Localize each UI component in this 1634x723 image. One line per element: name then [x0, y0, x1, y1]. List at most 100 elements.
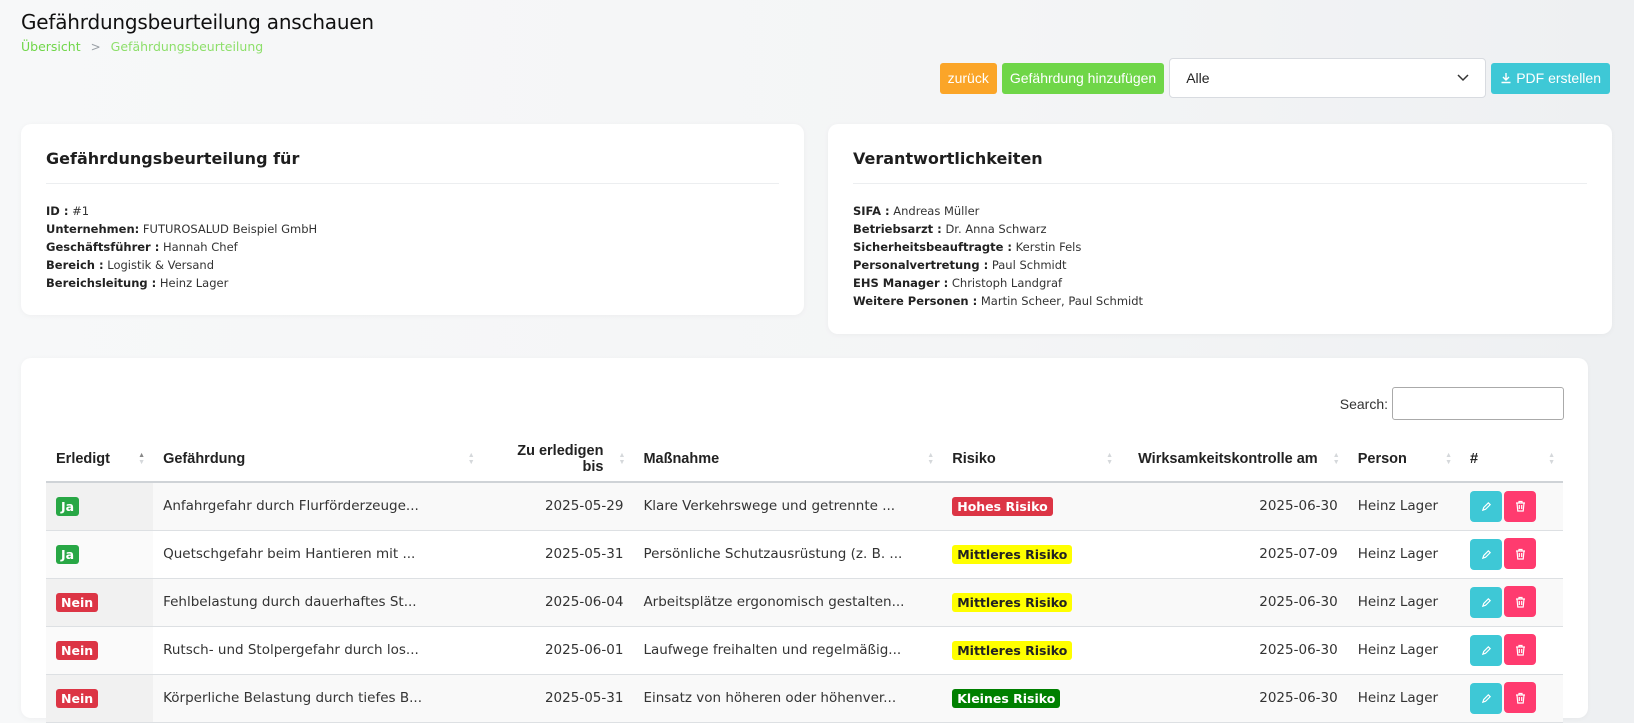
measure-cell: Klare Verkehrswege und getrennte ... — [633, 482, 943, 531]
toolbar: zurück Gefährdung hinzufügen Alle PDF er… — [939, 58, 1610, 98]
hazard-cell: Fehlbelastung durch dauerhaftes St... — [153, 578, 483, 627]
pencil-icon — [1481, 501, 1491, 512]
done-badge: Ja — [56, 544, 80, 564]
column-header-due[interactable]: Zu erledigen bis ▲ ▼ — [482, 436, 634, 483]
trash-icon — [1515, 644, 1525, 656]
hazard-cell: Rutsch- und Stolpergefahr durch los... — [153, 626, 483, 675]
info-row-id: ID : #1 — [46, 204, 90, 218]
trash-icon — [1515, 596, 1525, 608]
table-row: Ja Anfahrgefahr durch Flurförderzeuge...… — [46, 482, 1563, 531]
info-row-sifa: SIFA : Andreas Müller — [853, 204, 980, 218]
column-header-effectiveness-check[interactable]: Wirksamkeitskontrolle am ▲ ▼ — [1121, 436, 1348, 483]
column-header-done[interactable]: Erledigt ▲ ▼ — [46, 436, 154, 483]
filter-select[interactable]: Alle — [1169, 58, 1487, 98]
divider — [46, 183, 779, 184]
sort-icon: ▲ ▼ — [1106, 451, 1114, 466]
risk-badge: Hohes Risiko — [952, 496, 1053, 516]
info-row-area: Bereich : Logistik & Versand — [46, 258, 215, 272]
risk-badge: Mittleres Risiko — [952, 592, 1073, 612]
info-row-company-doctor: Betriebsarzt : Dr. Anna Schwarz — [853, 222, 1047, 236]
table-row: Nein Körperliche Belastung durch tiefes … — [46, 674, 1563, 723]
info-row-ehs-manager: EHS Manager : Christoph Landgraf — [853, 276, 1063, 290]
table-row: Nein Rutsch- und Stolpergefahr durch los… — [46, 626, 1563, 675]
due-cell: 2025-05-29 — [482, 482, 634, 531]
edit-button[interactable] — [1470, 634, 1502, 666]
back-button[interactable]: zurück — [939, 62, 997, 94]
measure-cell: Persönliche Schutzausrüstung (z. B. ... — [633, 530, 943, 579]
risk-badge: Kleines Risiko — [952, 688, 1061, 708]
check-cell: 2025-06-30 — [1121, 578, 1348, 627]
info-row-area-lead: Bereichsleitung : Heinz Lager — [46, 276, 229, 290]
due-cell: 2025-06-04 — [482, 578, 634, 627]
pencil-icon — [1481, 597, 1491, 607]
column-header-measure[interactable]: Maßnahme ▲ ▼ — [633, 436, 943, 483]
hazards-table: Erledigt ▲ ▼ Gefährdung ▲ ▼ Zu erledigen bis… — [46, 436, 1563, 723]
column-header-person[interactable]: Person ▲ ▼ — [1347, 436, 1460, 483]
responsibilities-info-list: SIFA : Andreas Müller Betriebsarzt : Dr.… — [853, 202, 1143, 310]
measure-cell: Laufwege freihalten und regelmäßig... — [633, 626, 943, 675]
column-header-risk[interactable]: Risiko ▲ ▼ — [942, 436, 1122, 483]
edit-button[interactable] — [1470, 491, 1502, 522]
check-cell: 2025-06-30 — [1121, 674, 1348, 723]
trash-icon — [1515, 548, 1525, 560]
create-pdf-button[interactable]: PDF erstellen — [1491, 62, 1610, 94]
done-badge: Nein — [56, 640, 99, 660]
check-cell: 2025-06-30 — [1121, 626, 1348, 675]
responsibilities-card: Verantwortlichkeiten SIFA : Andreas Müll… — [828, 124, 1612, 334]
done-badge: Nein — [56, 592, 99, 612]
pencil-icon — [1481, 645, 1491, 655]
done-badge: Nein — [56, 688, 99, 708]
delete-button[interactable] — [1504, 538, 1536, 570]
info-row-company: Unternehmen: FUTUROSALUD Beispiel GmbH — [46, 222, 318, 236]
sort-icon: ▲ ▼ — [138, 451, 146, 466]
done-badge: Ja — [56, 496, 80, 516]
info-row-ceo: Geschäftsführer : Hannah Chef — [46, 240, 238, 254]
sort-icon: ▲ ▼ — [927, 451, 935, 466]
sort-icon: ▲ ▼ — [618, 451, 626, 466]
hazard-cell: Anfahrgefahr durch Flurförderzeuge... — [153, 482, 483, 531]
hazard-cell: Körperliche Belastung durch tiefes B... — [153, 674, 483, 723]
column-header-actions[interactable]: # ▲ ▼ — [1460, 436, 1563, 483]
search-input[interactable] — [1392, 387, 1564, 420]
chevron-right-icon: > — [90, 39, 101, 54]
pencil-icon — [1481, 549, 1491, 559]
measure-cell: Einsatz von höheren oder höhenver... — [633, 674, 943, 723]
filter-select-value: Alle — [1186, 70, 1210, 86]
delete-button[interactable] — [1504, 586, 1536, 618]
table-row: Ja Quetschgefahr beim Hantieren mit ... … — [46, 530, 1563, 579]
edit-button[interactable] — [1470, 682, 1502, 714]
person-cell: Heinz Lager — [1347, 530, 1460, 579]
trash-icon — [1515, 500, 1525, 512]
breadcrumb-overview[interactable]: Übersicht — [21, 39, 81, 54]
pencil-icon — [1481, 693, 1491, 703]
info-row-staff-rep: Personalvertretung : Paul Schmidt — [853, 258, 1067, 272]
hazards-table-card: Search: Erledigt ▲ ▼ Gefährdung ▲ ▼ Zu erled… — [21, 358, 1588, 723]
assessment-info-list: ID : #1 Unternehmen: FUTUROSALUD Beispie… — [46, 202, 317, 292]
person-cell: Heinz Lager — [1347, 482, 1460, 531]
assessment-card-title: Gefährdungsbeurteilung für — [46, 149, 300, 168]
due-cell: 2025-05-31 — [482, 530, 634, 579]
download-icon — [1501, 73, 1511, 84]
column-header-hazard[interactable]: Gefährdung ▲ ▼ — [153, 436, 483, 483]
delete-button[interactable] — [1504, 634, 1536, 666]
risk-badge: Mittleres Risiko — [952, 640, 1073, 660]
search-label: Search: — [1339, 395, 1388, 412]
person-cell: Heinz Lager — [1347, 578, 1460, 627]
breadcrumb-current: Gefährdungsbeurteilung — [110, 39, 264, 54]
sort-icon: ▲ ▼ — [1445, 451, 1452, 466]
trash-icon — [1515, 692, 1525, 704]
assessment-card: Gefährdungsbeurteilung für ID : #1 Unter… — [21, 124, 804, 315]
sort-icon: ▲ ▼ — [1548, 451, 1555, 466]
page-title: Gefährdungsbeurteilung anschauen — [21, 10, 374, 34]
due-cell: 2025-06-01 — [482, 626, 634, 675]
due-cell: 2025-05-31 — [482, 674, 634, 723]
delete-button[interactable] — [1504, 682, 1536, 714]
info-row-safety-officer: Sicherheitsbeauftragte : Kerstin Fels — [853, 240, 1082, 254]
divider — [853, 183, 1587, 184]
add-hazard-button[interactable]: Gefährdung hinzufügen — [1001, 62, 1165, 94]
person-cell: Heinz Lager — [1347, 674, 1460, 723]
edit-button[interactable] — [1470, 586, 1502, 618]
breadcrumb: Übersicht > Gefährdungsbeurteilung — [21, 39, 263, 54]
delete-button[interactable] — [1504, 490, 1536, 522]
edit-button[interactable] — [1470, 538, 1502, 570]
